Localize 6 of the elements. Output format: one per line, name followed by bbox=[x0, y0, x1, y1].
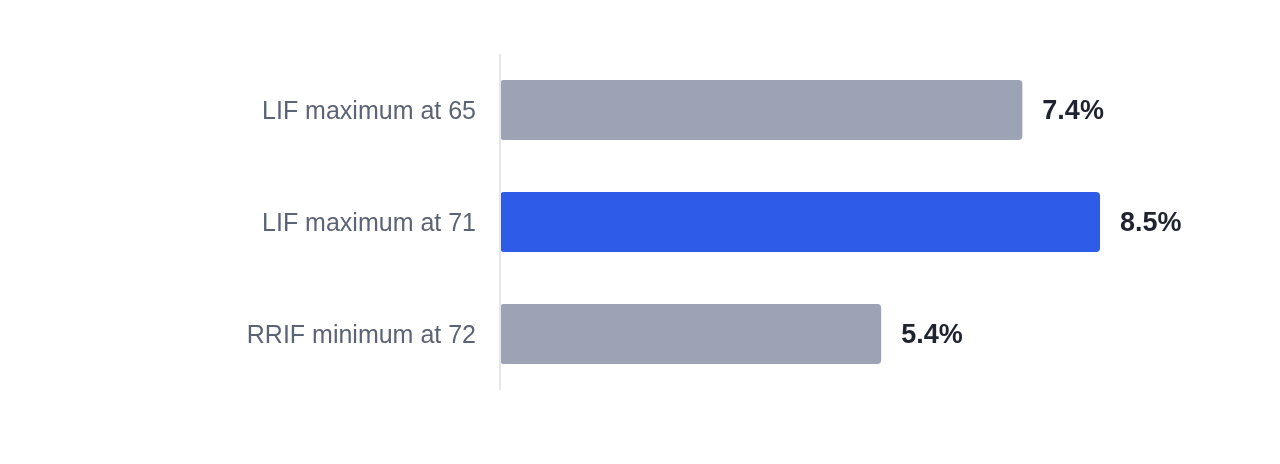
data-label: 7.4% bbox=[1042, 95, 1104, 125]
data-label: 8.5% bbox=[1120, 207, 1182, 237]
y-tick-label: LIF maximum at 65 bbox=[262, 95, 476, 124]
data-label: 5.4% bbox=[901, 319, 963, 349]
y-tick-label: LIF maximum at 71 bbox=[262, 207, 476, 236]
y-tick-label: RRIF minimum at 72 bbox=[246, 319, 476, 348]
